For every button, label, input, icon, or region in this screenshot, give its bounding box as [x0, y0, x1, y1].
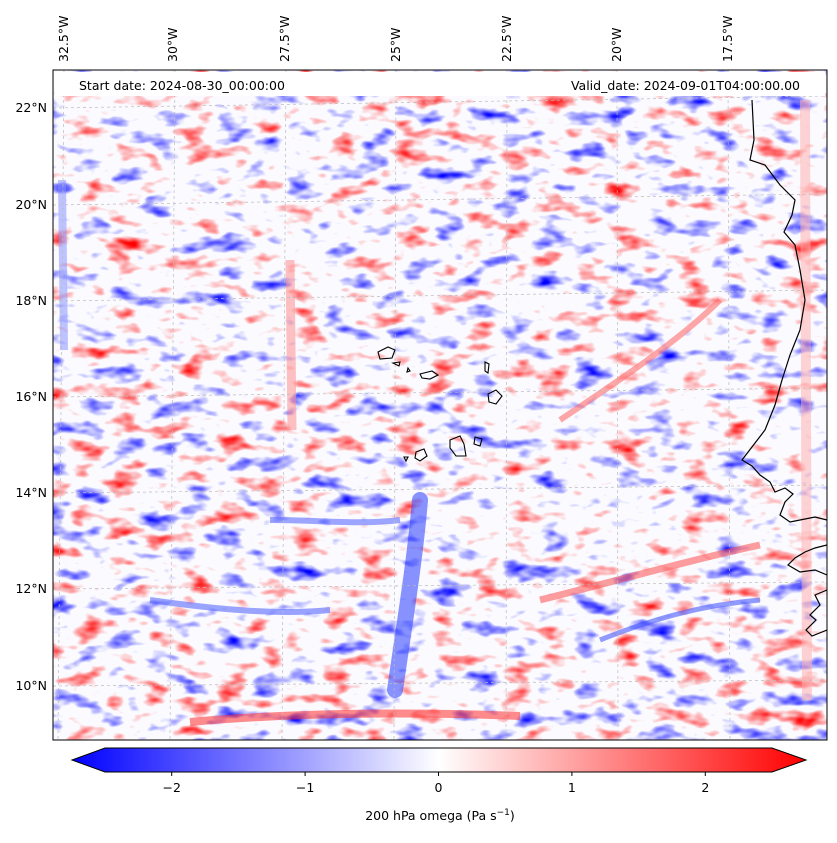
colorbar-tick-label: −2 — [162, 780, 180, 795]
africa-coastline — [741, 99, 827, 637]
lat-label: 20°N — [15, 197, 47, 212]
lon-label: 20°W — [609, 27, 624, 62]
valid-date-label: Valid_date: 2024-09-01T04:00:00.00 — [571, 78, 800, 93]
lon-label: 30°W — [165, 27, 180, 62]
lat-label: 16°N — [15, 389, 47, 404]
colorbar-tick-label: 0 — [435, 780, 443, 795]
start-date-label: Start date: 2024-08-30_00:00:00 — [79, 78, 285, 93]
map-frame — [52, 69, 828, 741]
longitude-labels: 32.5°W 30°W 27.5°W 25°W 22.5°W 20°W 17.5… — [56, 16, 735, 62]
lon-label: 32.5°W — [56, 16, 71, 62]
colorbar-tick-label: 1 — [568, 780, 576, 795]
lat-label: 18°N — [15, 293, 47, 308]
cape-verde-islands — [377, 346, 503, 463]
lon-label: 27.5°W — [277, 16, 292, 62]
lat-label: 22°N — [15, 100, 47, 115]
colorbar-tick-label: 2 — [701, 780, 709, 795]
latitude-labels: 22°N 20°N 18°N 16°N 14°N 12°N 10°N — [15, 100, 47, 693]
colorbar-tick-label: −1 — [296, 780, 314, 795]
lon-label: 17.5°W — [720, 16, 735, 62]
colorbar-label: 200 hPa omega (Pa s−1) — [365, 808, 515, 823]
colorbar: −2 −1 0 1 2 200 hPa omega (Pa s−1) — [70, 747, 808, 823]
colorbar-bar — [70, 747, 808, 773]
colorbar-ticks: −2 −1 0 1 2 — [162, 772, 709, 795]
lat-label: 12°N — [15, 581, 47, 596]
lon-label: 25°W — [388, 27, 403, 62]
map-panel: Start date: 2024-08-30_00:00:00 Valid_da… — [52, 69, 828, 741]
lat-label: 10°N — [15, 678, 47, 693]
lon-label: 22.5°W — [499, 16, 514, 62]
omega-field — [53, 70, 827, 740]
gridlines — [53, 70, 827, 740]
lat-label: 14°N — [15, 485, 47, 500]
omega-bands — [58, 99, 812, 726]
date-banner — [55, 72, 825, 96]
